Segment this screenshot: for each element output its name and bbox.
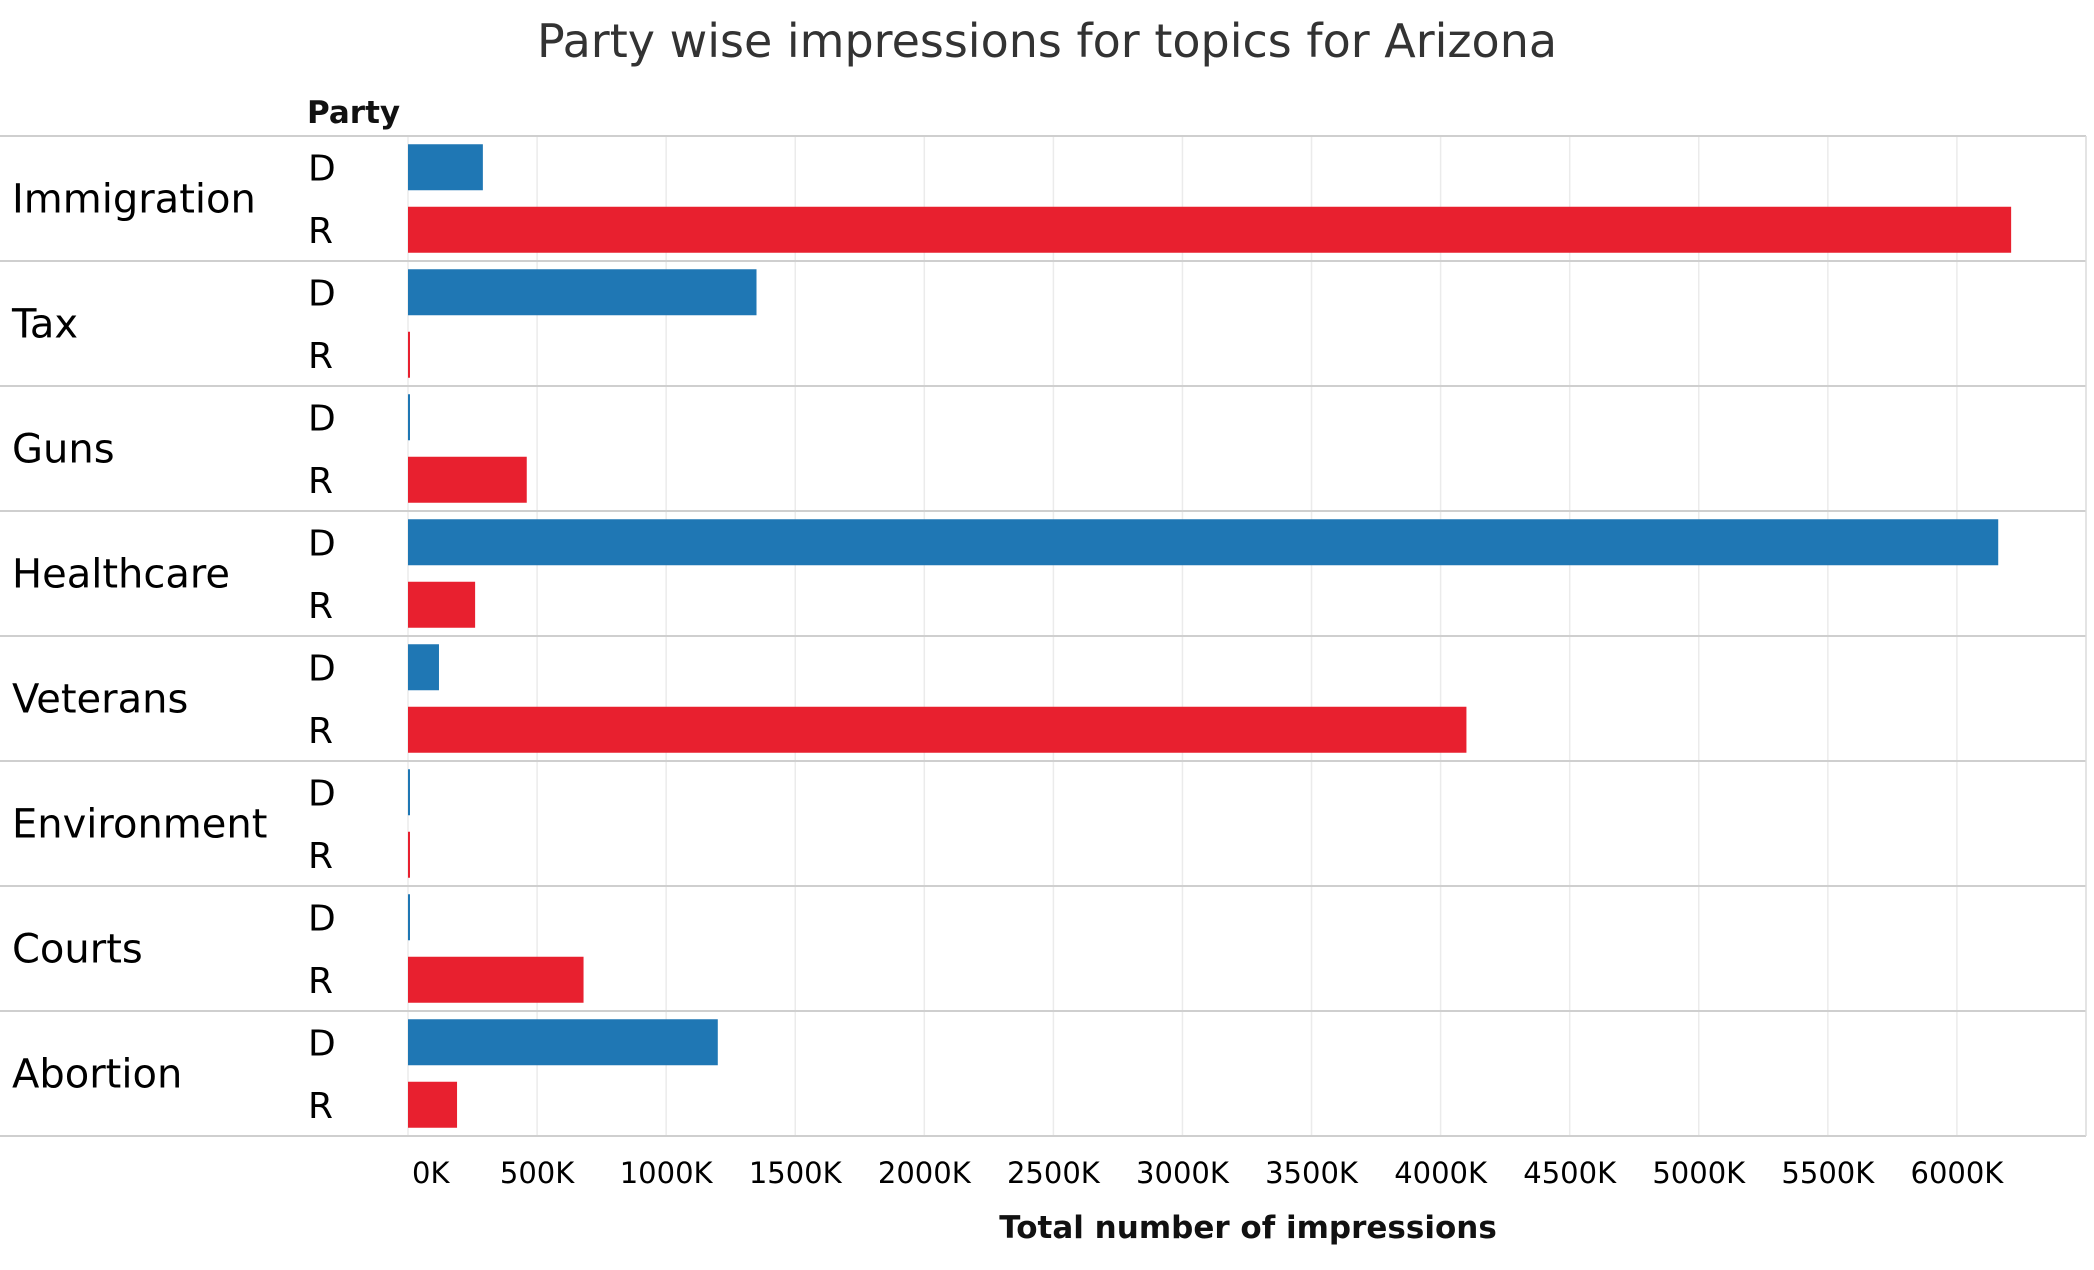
topic-label: Tax <box>11 302 78 348</box>
party-label: R <box>308 836 333 877</box>
bar-R <box>408 956 584 1003</box>
party-label: R <box>308 461 333 502</box>
bar-D <box>408 894 410 941</box>
bar-D <box>408 269 757 316</box>
x-tick-label: 0K <box>412 1156 450 1190</box>
party-label: R <box>308 336 333 377</box>
x-tick-label: 5000K <box>1652 1156 1746 1190</box>
bar-R <box>408 706 1467 753</box>
x-tick-label: 500K <box>500 1156 575 1190</box>
party-column-header: Party <box>307 95 401 131</box>
party-label: D <box>308 1023 336 1064</box>
x-tick-label: 3000K <box>1136 1156 1230 1190</box>
bar-D <box>408 769 410 816</box>
party-label: D <box>308 273 336 314</box>
bar-R <box>408 1081 458 1128</box>
chart-title: Party wise impressions for topics for Ar… <box>536 14 1558 68</box>
bar-D <box>408 519 1999 566</box>
bar-R <box>408 456 527 503</box>
party-label: D <box>308 648 336 689</box>
party-label: D <box>308 398 336 439</box>
party-label: D <box>308 898 336 939</box>
party-label: R <box>308 961 333 1002</box>
x-tick-label: 3500K <box>1265 1156 1359 1190</box>
party-label: D <box>308 148 336 189</box>
bar-R <box>408 331 410 378</box>
topic-label: Courts <box>12 927 143 973</box>
party-label: R <box>308 711 333 752</box>
topic-label: Immigration <box>12 177 256 223</box>
x-tick-label: 4500K <box>1523 1156 1617 1190</box>
x-tick-label: 4000K <box>1394 1156 1488 1190</box>
x-tick-label: 1000K <box>620 1156 714 1190</box>
x-tick-label: 6000K <box>1911 1156 2005 1190</box>
party-label: D <box>308 773 336 814</box>
x-tick-label: 2000K <box>878 1156 972 1190</box>
bar-R <box>408 581 476 628</box>
x-axis-label: Total number of impressions <box>999 1210 1497 1246</box>
topic-label: Guns <box>12 427 115 473</box>
party-label: R <box>308 586 333 627</box>
party-label: D <box>308 523 336 564</box>
bar-R <box>408 831 410 878</box>
topic-label: Environment <box>12 802 267 848</box>
bar-D <box>408 394 410 441</box>
x-tick-label: 2500K <box>1007 1156 1101 1190</box>
topic-label: Healthcare <box>12 552 230 598</box>
bar-R <box>408 206 2012 253</box>
bar-D <box>408 1019 718 1066</box>
bar-D <box>408 144 483 191</box>
x-tick-label: 1500K <box>749 1156 843 1190</box>
party-label: R <box>308 211 333 252</box>
x-tick-label: 5500K <box>1781 1156 1875 1190</box>
party-label: R <box>308 1086 333 1127</box>
topic-label: Abortion <box>12 1052 182 1098</box>
topic-label: Veterans <box>12 677 188 723</box>
bar-D <box>408 644 439 691</box>
